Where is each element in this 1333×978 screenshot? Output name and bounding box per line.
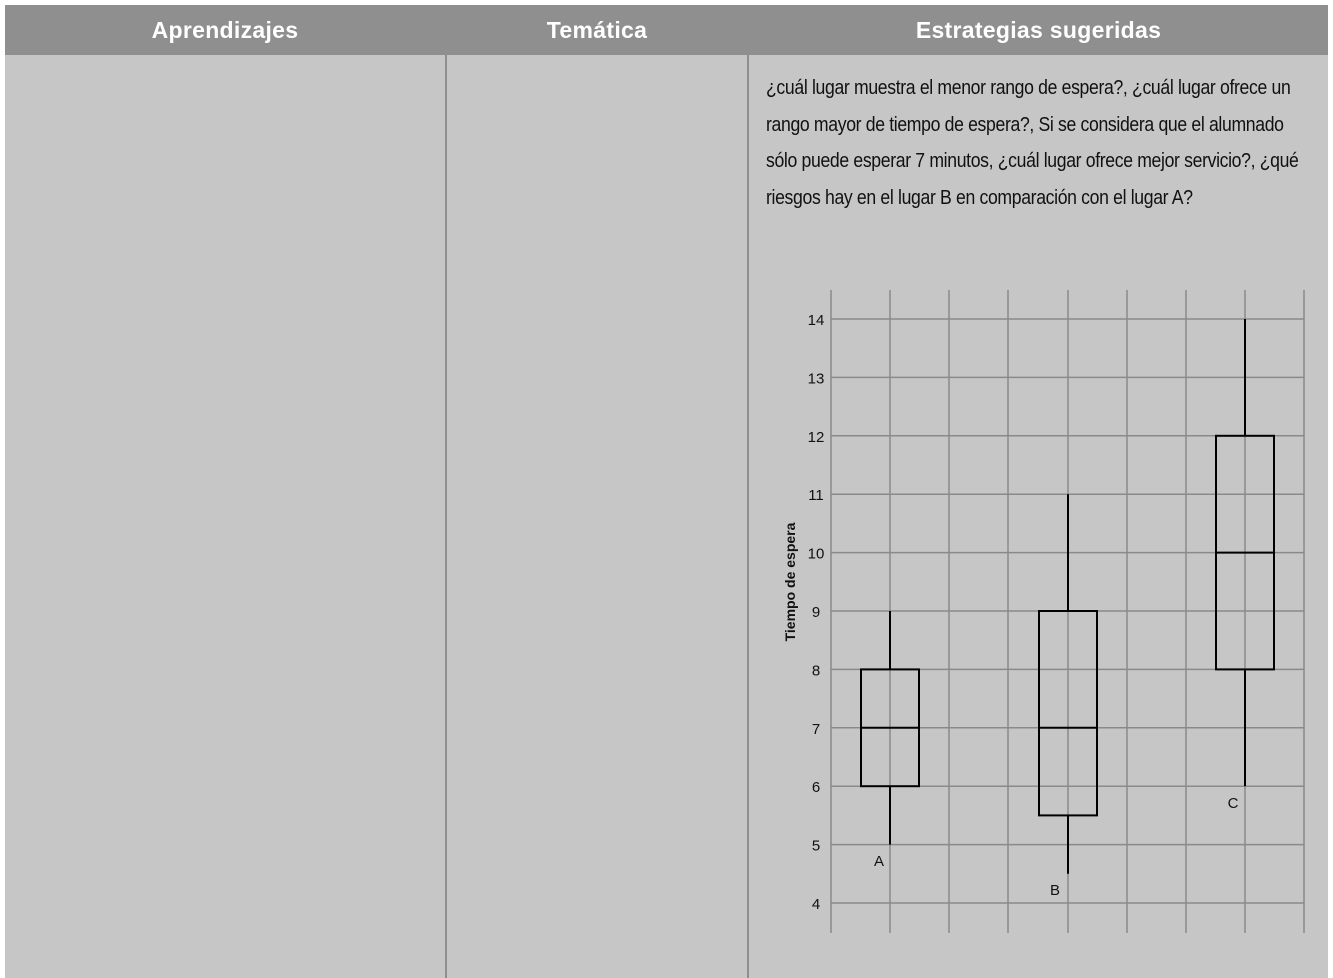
strategy-paragraph: ¿cuál lugar muestra el menor rango de es… (766, 76, 1299, 209)
y-tick-label: 13 (808, 370, 825, 387)
category-label: A (874, 853, 884, 870)
header-estrategias: Estrategias sugeridas (915, 17, 1162, 43)
table-header: Aprendizajes Temática Estrategias sugeri… (5, 5, 1328, 55)
header-aprendizajes: Aprendizajes (151, 17, 299, 43)
y-tick-label: 6 (812, 779, 820, 796)
y-tick-label: 11 (808, 487, 824, 504)
y-tick-label: 8 (812, 662, 820, 679)
content-table: Aprendizajes Temática Estrategias sugeri… (5, 5, 1328, 978)
y-tick-label: 4 (812, 896, 820, 913)
column-divider-2 (747, 55, 749, 978)
column-divider-1 (445, 55, 447, 978)
y-axis-label: Tiempo de espera (782, 522, 798, 641)
y-tick-label: 9 (812, 604, 820, 621)
y-tick-label: 14 (808, 312, 825, 329)
category-label: B (1050, 882, 1060, 899)
y-tick-label: 7 (812, 721, 820, 738)
y-tick-label: 5 (812, 838, 820, 855)
y-tick-label: 12 (808, 429, 825, 446)
y-tick-label: 10 (808, 546, 825, 563)
category-label: C (1228, 795, 1239, 812)
header-tematica: Temática (546, 17, 648, 43)
box-b (1038, 610, 1098, 817)
